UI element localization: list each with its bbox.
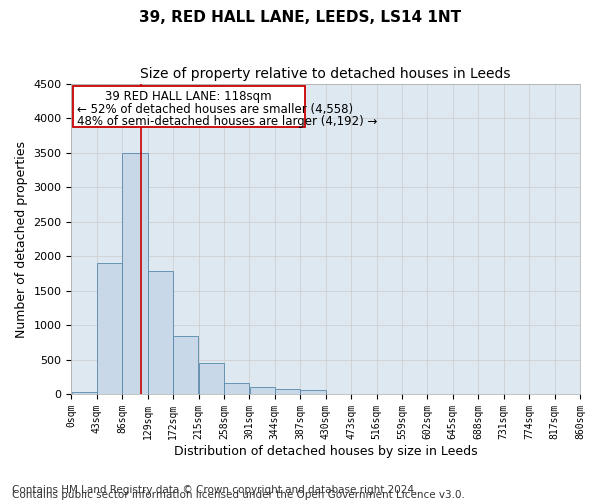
Bar	[173, 336, 199, 394]
Bar	[301, 390, 326, 394]
Bar	[122, 153, 148, 394]
Text: ← 52% of detached houses are smaller (4,558): ← 52% of detached houses are smaller (4,…	[77, 103, 353, 116]
Text: Contains public sector information licensed under the Open Government Licence v3: Contains public sector information licen…	[12, 490, 465, 500]
X-axis label: Distribution of detached houses by size in Leeds: Distribution of detached houses by size …	[174, 444, 478, 458]
Y-axis label: Number of detached properties: Number of detached properties	[15, 140, 28, 338]
Bar	[224, 383, 249, 394]
Bar	[148, 272, 173, 394]
Bar	[71, 392, 97, 394]
Text: Contains HM Land Registry data © Crown copyright and database right 2024.: Contains HM Land Registry data © Crown c…	[12, 485, 418, 495]
Text: 48% of semi-detached houses are larger (4,192) →: 48% of semi-detached houses are larger (…	[77, 114, 377, 128]
Bar	[97, 263, 122, 394]
Text: 39, RED HALL LANE, LEEDS, LS14 1NT: 39, RED HALL LANE, LEEDS, LS14 1NT	[139, 10, 461, 25]
FancyBboxPatch shape	[73, 86, 305, 128]
Title: Size of property relative to detached houses in Leeds: Size of property relative to detached ho…	[140, 68, 511, 82]
Bar	[199, 363, 224, 394]
Bar	[275, 389, 300, 394]
Text: 39 RED HALL LANE: 118sqm: 39 RED HALL LANE: 118sqm	[106, 90, 272, 103]
Bar	[250, 388, 275, 394]
